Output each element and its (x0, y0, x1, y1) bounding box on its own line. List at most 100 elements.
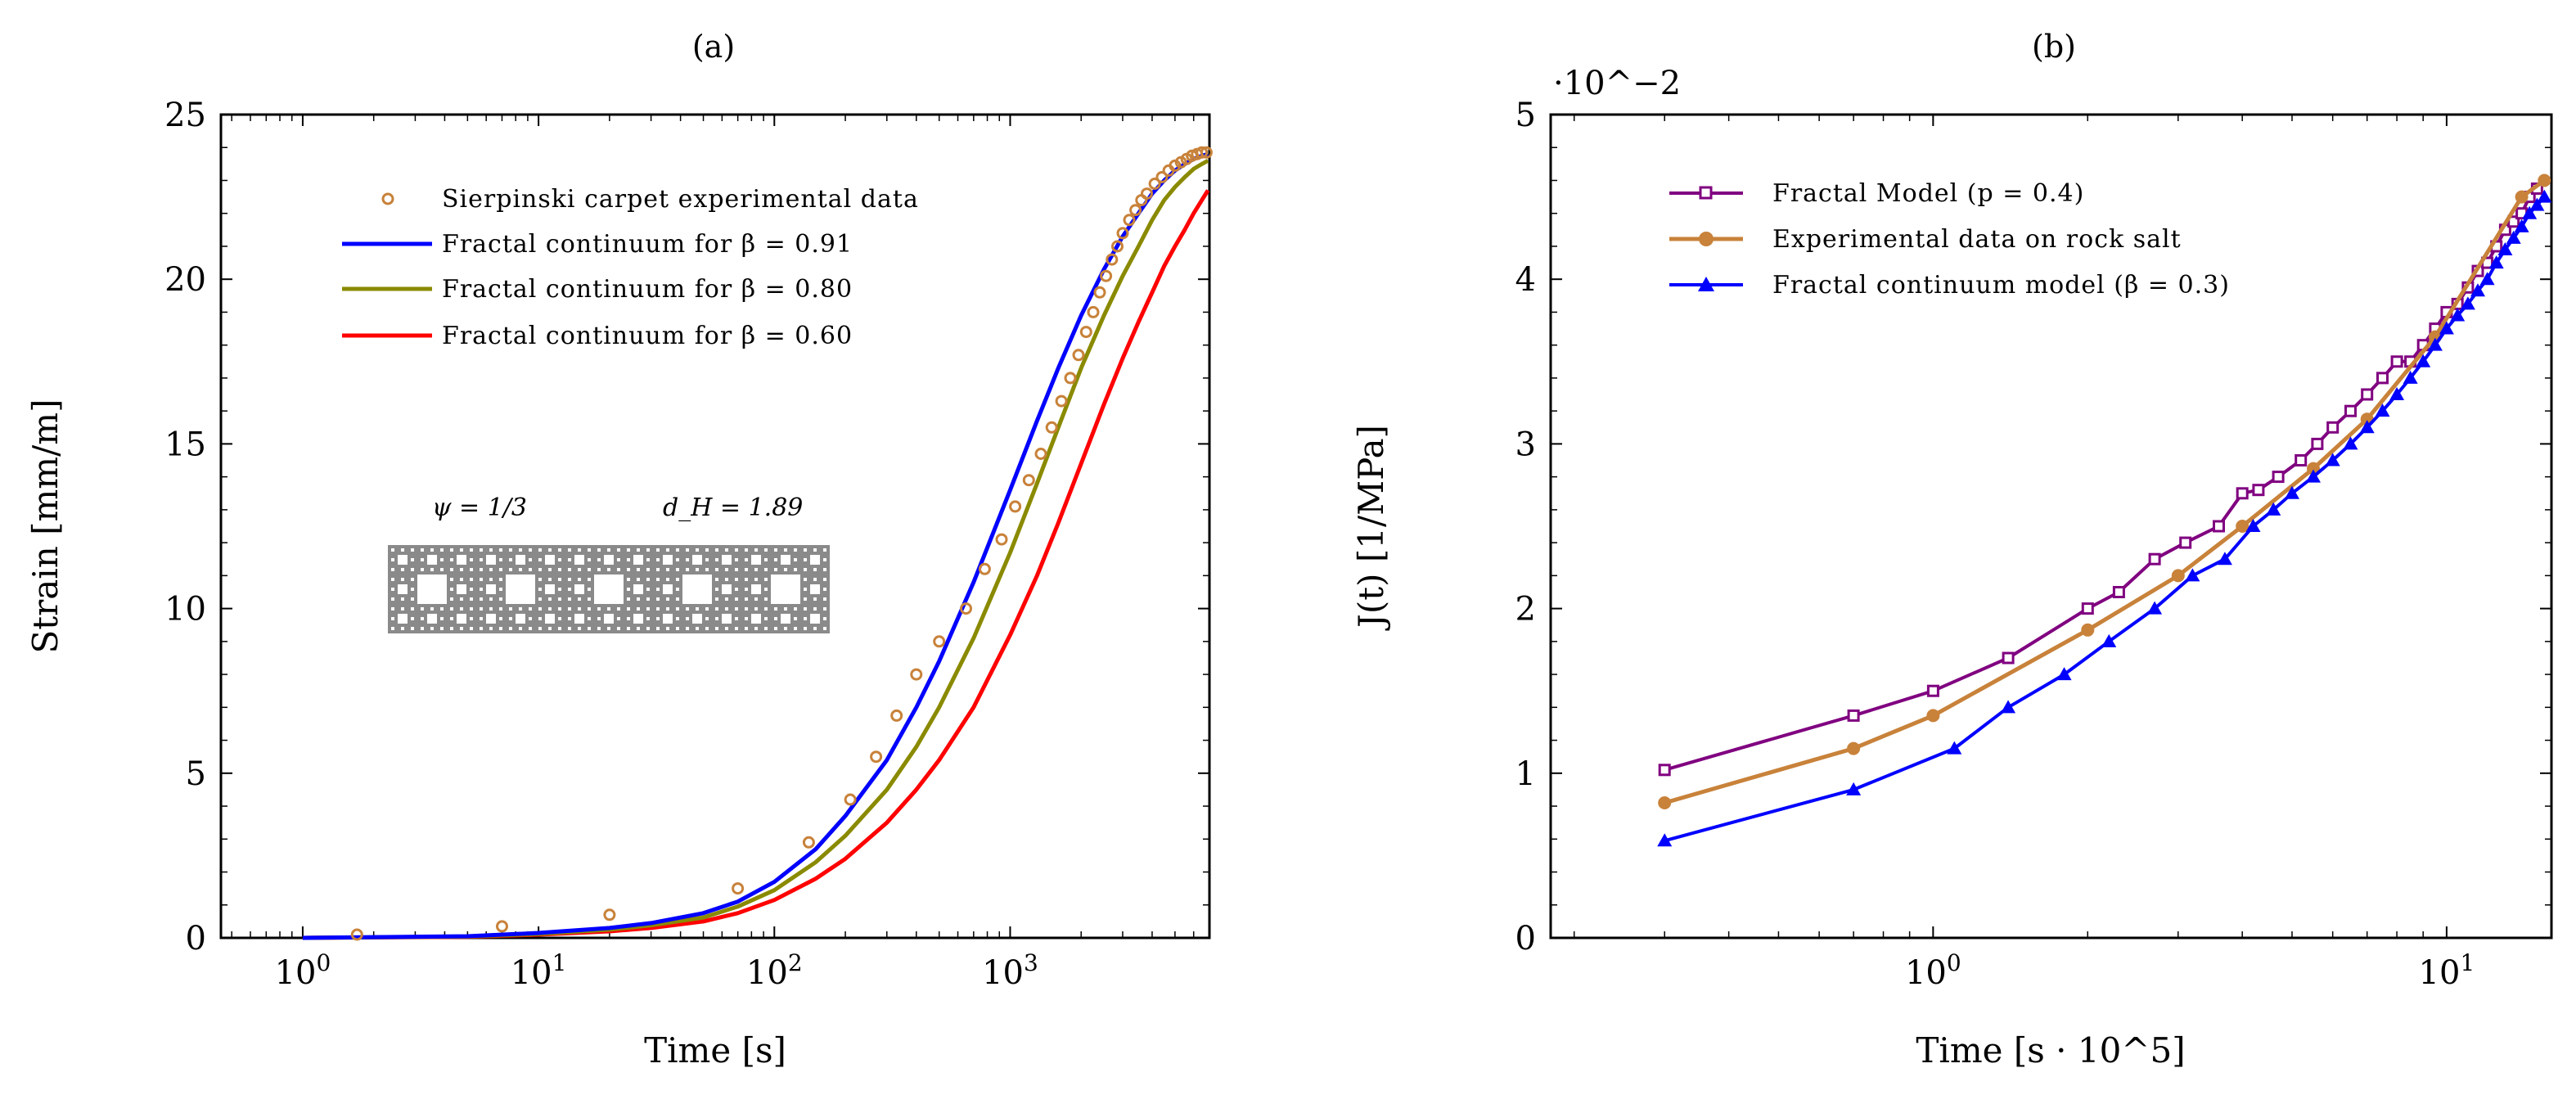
carpet-hole (774, 607, 777, 611)
scatter-point (1155, 171, 1169, 183)
series-b-triangle-point (2439, 321, 2454, 335)
panel-b-y-tick-label: 3 (1515, 426, 1536, 463)
legend-a-label-1: Fractal continuum for β = 0.91 (442, 230, 853, 259)
series-b-square-point (2326, 421, 2340, 434)
carpet-hole (646, 607, 650, 611)
carpet-hole (656, 597, 660, 601)
carpet-hole (627, 597, 630, 601)
carpet-hole (391, 607, 394, 611)
series-b-circle-point (2236, 520, 2249, 533)
carpet-hole (745, 597, 748, 601)
carpet-hole (722, 584, 732, 594)
carpet-hole (627, 558, 630, 561)
carpet-hole (558, 588, 561, 591)
carpet-hole (715, 597, 718, 601)
carpet-hole (781, 614, 790, 624)
scatter-point (1196, 146, 1209, 159)
carpet-hole (538, 568, 542, 571)
panel-a-legend: Sierpinski carpet experimental data Frac… (342, 185, 918, 350)
carpet-hole (804, 548, 807, 552)
carpet-hole (617, 558, 620, 561)
panel-a-y-tick-label: 10 (164, 591, 206, 629)
carpet-hole (692, 614, 702, 624)
scatter-point (844, 793, 857, 806)
carpet-hole (676, 597, 679, 601)
panel-a: (a) 0 5 10 15 20 25 100 101 102 103 Strain [mm/m… (25, 29, 1213, 1070)
carpet-hole (548, 548, 552, 552)
carpet-hole (663, 555, 673, 565)
carpet-hole (568, 588, 571, 591)
carpet-hole (519, 568, 522, 571)
carpet-hole (558, 617, 561, 620)
panel-a-ticks (221, 114, 1210, 939)
carpet-hole (411, 578, 414, 581)
carpet-hole (646, 568, 650, 571)
carpet-hole (489, 597, 493, 601)
carpet-hole (804, 558, 807, 561)
carpet-hole (480, 558, 483, 561)
carpet-hole (735, 558, 738, 561)
scatter-point (1087, 305, 1100, 318)
panel-b-y-tick-labels: 0 1 2 3 4 5 (1515, 97, 1536, 958)
series-a-line-2 (302, 159, 1209, 940)
carpet-hole (676, 627, 679, 630)
carpet-hole (588, 558, 591, 561)
carpet-hole (725, 578, 728, 581)
series-b-triangle-point (2101, 633, 2117, 647)
carpet-hole (548, 568, 552, 571)
carpet-hole (516, 555, 525, 565)
inset-dh-label: d_H = 1.89 (663, 493, 803, 522)
scatter-point (1111, 240, 1124, 253)
panel-b-x-tick-label: 101 (2419, 949, 2475, 992)
carpet-hole (558, 578, 561, 581)
carpet-hole (538, 578, 542, 581)
carpet-hole (666, 607, 669, 611)
series-b-square-point (2376, 372, 2389, 385)
carpet-hole (401, 597, 404, 601)
carpet-hole (656, 588, 660, 591)
carpet-hole (391, 627, 394, 630)
carpet-hole (568, 548, 571, 552)
series-b-triangle-point (2245, 519, 2261, 532)
carpet-hole (735, 597, 738, 601)
carpet-hole (548, 607, 552, 611)
panel-b-x-tick-labels: 100 101 (1905, 949, 2475, 992)
carpet-hole (813, 607, 817, 611)
carpet-hole (486, 555, 496, 565)
scatter-point (890, 709, 903, 722)
carpet-hole (574, 614, 584, 624)
carpet-hole (594, 575, 624, 604)
carpet-hole (794, 548, 797, 552)
panel-b-x-tick-label: 100 (1905, 949, 1961, 992)
carpet-hole (568, 558, 571, 561)
carpet-hole (794, 627, 797, 630)
carpet-hole (745, 568, 748, 571)
scatter-point (1129, 204, 1142, 217)
carpet-hole (627, 578, 630, 581)
carpet-hole (823, 568, 826, 571)
carpet-hole (391, 588, 394, 591)
carpet-hole (705, 617, 709, 620)
carpet-hole (751, 614, 761, 624)
carpet-hole (421, 627, 424, 630)
carpet-hole (499, 617, 502, 620)
carpet-hole (568, 568, 571, 571)
carpet-hole (489, 548, 493, 552)
carpet-hole (692, 555, 702, 565)
carpet-hole (417, 575, 447, 604)
series-b-square-point (2002, 651, 2015, 665)
carpet-hole (607, 568, 610, 571)
series-b-triangle-point (2403, 370, 2418, 384)
carpet-hole (810, 614, 820, 624)
carpet-hole (794, 558, 797, 561)
carpet-hole (686, 607, 689, 611)
scatter-point (1064, 372, 1077, 385)
carpet-hole (440, 607, 444, 611)
carpet-hole (696, 568, 699, 571)
carpet-hole (558, 568, 561, 571)
series-b-square-point (2252, 484, 2265, 497)
scatter-point (1034, 448, 1047, 460)
carpet-hole (754, 548, 758, 552)
carpet-hole (617, 627, 620, 630)
panel-a-y-tick-label: 5 (186, 755, 206, 793)
